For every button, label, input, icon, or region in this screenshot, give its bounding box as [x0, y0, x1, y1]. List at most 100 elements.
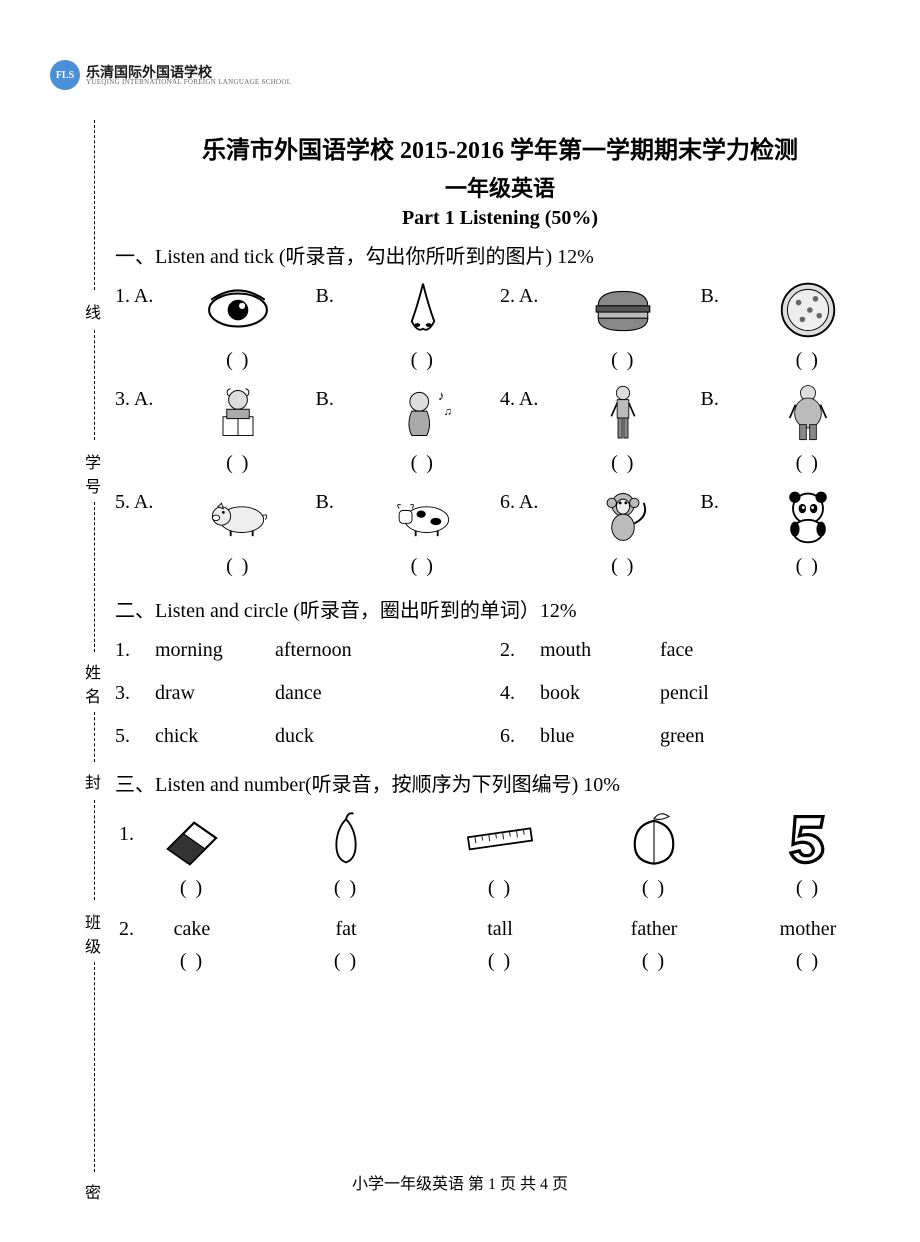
- part-title: Part 1 Listening (50%): [115, 207, 885, 230]
- school-logo: FLS 乐清国际外国语学校 YUEQING INTERNATIONAL FORE…: [50, 60, 291, 90]
- girl-sing-icon: [388, 380, 458, 446]
- question-number: 2. A.: [500, 275, 546, 308]
- logo-en: YUEQING INTERNATIONAL FOREIGN LANGUAGE S…: [86, 79, 291, 86]
- number-item: tall ( ): [435, 918, 565, 973]
- section3-row2: cake ( ) fat ( ) tall ( ) father ( ) mot…: [115, 918, 885, 973]
- binding-label: 班级: [78, 910, 102, 966]
- tick-question: 2. A. ( ) B. ( ): [500, 275, 885, 372]
- pizza-icon: [773, 277, 843, 343]
- word-option: face: [660, 639, 780, 662]
- eye-icon: [203, 277, 273, 343]
- word-option: duck: [275, 725, 395, 748]
- section2-heading: 二、Listen and circle (听录音，圈出听到的单词）12%: [115, 594, 885, 623]
- question-number: 3.: [115, 682, 155, 705]
- answer-paren: ( ): [411, 349, 435, 372]
- answer-paren: ( ): [796, 555, 820, 578]
- word-option: blue: [540, 725, 660, 748]
- word-option: green: [660, 725, 780, 748]
- number-item: cake ( ): [127, 918, 257, 973]
- question-number: 1. A.: [115, 275, 161, 308]
- tick-question: 3. A. ( ) B. ( ): [115, 378, 500, 475]
- monkey-icon: [588, 483, 658, 549]
- option-label: B.: [701, 481, 731, 514]
- word-option: morning: [155, 639, 275, 662]
- eraser-icon: [157, 803, 227, 873]
- burger-icon: [588, 277, 658, 343]
- circle-question: 2. mouth face: [500, 629, 885, 672]
- circle-question: 4. book pencil: [500, 672, 885, 715]
- binding-margin: 线 学号 姓名 封 班级 密: [82, 120, 108, 1212]
- boy-thin-icon: [588, 380, 658, 446]
- question-number: 5. A.: [115, 481, 161, 514]
- tick-question: 6. A. ( ) B. ( ): [500, 481, 885, 578]
- number-item: ( ): [743, 803, 873, 900]
- tick-question: 5. A. ( ) B. ( ): [115, 481, 500, 578]
- page-footer: 小学一年级英语 第 1 页 共 4 页: [0, 1170, 920, 1194]
- question-number: 6. A.: [500, 481, 546, 514]
- answer-paren: ( ): [611, 452, 635, 475]
- answer-paren: ( ): [334, 950, 358, 973]
- question-number: 3. A.: [115, 378, 161, 411]
- answer-paren: ( ): [796, 349, 820, 372]
- answer-paren: ( ): [226, 555, 250, 578]
- word-option: mouth: [540, 639, 660, 662]
- option-label: B.: [701, 275, 731, 308]
- question-number: 5.: [115, 725, 155, 748]
- answer-paren: ( ): [411, 555, 435, 578]
- option-label: B.: [316, 275, 346, 308]
- section3-heading: 三、Listen and number(听录音，按顺序为下列图编号) 10%: [115, 768, 885, 797]
- word-label: father: [631, 918, 678, 946]
- question-number: 1.: [115, 639, 155, 662]
- five-icon: [773, 803, 843, 873]
- answer-paren: ( ): [642, 877, 666, 900]
- question-number: 4. A.: [500, 378, 546, 411]
- answer-paren: ( ): [226, 452, 250, 475]
- answer-paren: ( ): [796, 877, 820, 900]
- logo-badge: FLS: [50, 60, 80, 90]
- word-label: cake: [174, 918, 211, 946]
- number-item: ( ): [589, 803, 719, 900]
- girl-read-icon: [203, 380, 273, 446]
- word-option: draw: [155, 682, 275, 705]
- grade-subject: 一年级英语: [115, 171, 885, 203]
- pear-icon: [311, 803, 381, 873]
- tick-question: 4. A. ( ) B. ( ): [500, 378, 885, 475]
- number-item: fat ( ): [281, 918, 411, 973]
- number-item: ( ): [127, 803, 257, 900]
- word-label: tall: [487, 918, 513, 946]
- boy-fat-icon: [773, 380, 843, 446]
- answer-paren: ( ): [226, 349, 250, 372]
- binding-label: 线: [78, 300, 102, 332]
- question-number: 4.: [500, 682, 540, 705]
- question-number: 6.: [500, 725, 540, 748]
- option-label: B.: [316, 481, 346, 514]
- word-label: fat: [335, 918, 356, 946]
- binding-label: 姓名: [78, 660, 102, 716]
- number-item: ( ): [435, 803, 565, 900]
- cow-icon: [388, 483, 458, 549]
- binding-label: 学号: [78, 450, 102, 506]
- word-option: pencil: [660, 682, 780, 705]
- circle-question: 6. blue green: [500, 715, 885, 758]
- nose-icon: [388, 277, 458, 343]
- option-label: B.: [701, 378, 731, 411]
- word-option: book: [540, 682, 660, 705]
- tick-question: 1. A. ( ) B. ( ): [115, 275, 500, 372]
- answer-paren: ( ): [796, 452, 820, 475]
- s3-row2-label: 2.: [119, 918, 134, 941]
- word-option: dance: [275, 682, 395, 705]
- section2-grid: 1. morning afternoon 2. mouth face 3. dr…: [115, 629, 885, 758]
- logo-cn: 乐清国际外国语学校: [86, 65, 291, 79]
- answer-paren: ( ): [180, 877, 204, 900]
- peach-icon: [619, 803, 689, 873]
- section3-row1: ( ) ( ) ( ) ( ) ( ): [115, 803, 885, 900]
- answer-paren: ( ): [611, 555, 635, 578]
- page-content: 乐清市外国语学校 2015-2016 学年第一学期期末学力检测 一年级英语 Pa…: [115, 130, 885, 973]
- exam-title: 乐清市外国语学校 2015-2016 学年第一学期期末学力检测: [115, 130, 885, 165]
- answer-paren: ( ): [796, 950, 820, 973]
- pig-icon: [203, 483, 273, 549]
- number-item: father ( ): [589, 918, 719, 973]
- number-item: mother ( ): [743, 918, 873, 973]
- circle-question: 1. morning afternoon: [115, 629, 500, 672]
- circle-question: 3. draw dance: [115, 672, 500, 715]
